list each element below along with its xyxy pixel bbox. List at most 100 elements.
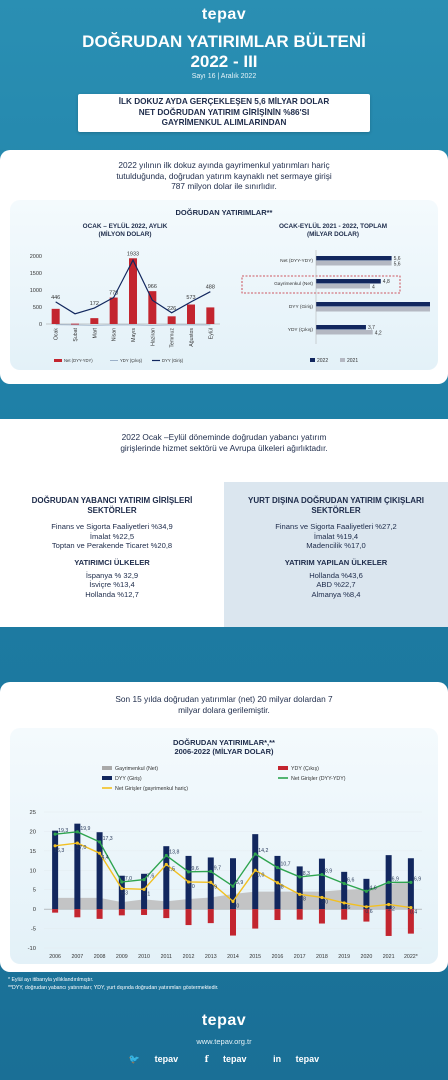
net-total-label: 9,7 [214, 865, 221, 871]
dyy-bar [341, 871, 348, 910]
net-excl-label: 6,9 [210, 884, 217, 890]
x-tick-label: 2020 [361, 954, 373, 960]
net-total-point [186, 870, 191, 874]
net-bar [90, 318, 99, 324]
section-2-intro: 2022 Ocak –Eylül döneminde doğrudan yaba… [0, 432, 448, 453]
x-tick-label: Mayıs [131, 328, 137, 342]
inflow-stats: DOĞRUDAN YABANCI YATIRIM GİRİŞLERİ SEKTÖ… [0, 496, 224, 600]
long-chart-title-line: 2006-2022 (MİLYAR DOLAR) [174, 747, 274, 756]
net-excl-label: 5,1 [143, 891, 150, 897]
headline-line-2: NET DOĞRUDAN YATIRIM GİRİŞİNİN %86'SI [138, 107, 310, 117]
data-label: 172 [90, 301, 99, 307]
ydy-bar [74, 909, 81, 918]
footnote-2: **DYY, doğrudan yabancı yatırımları; YDY… [8, 985, 219, 991]
net-total-point [164, 853, 168, 858]
section-1-panel: DOĞRUDAN YATIRIMLAR** OCAK – EYLÜL 2022,… [10, 200, 438, 370]
category-label: DYY (Giriş) [289, 304, 314, 310]
ydy-bar [252, 909, 259, 929]
net-total-label: 19,3 [58, 828, 68, 834]
dyy-bar [74, 823, 81, 910]
linkedin-link[interactable]: in tepav [267, 1054, 325, 1064]
value-2022: 3,7 [368, 325, 375, 331]
legend-gm-swatch [102, 766, 112, 770]
value-2021: 4 [372, 285, 375, 291]
net-excl-label: 10,0 [254, 872, 264, 878]
twitter-link[interactable]: 🐦 tepav [123, 1054, 184, 1064]
net-total-label: 10,7 [280, 862, 290, 868]
x-tick-label: Haziran [150, 328, 156, 346]
intro-line: 787 milyon dolar ile sınırlıdır. [171, 181, 277, 191]
ydy-bar [296, 909, 303, 920]
y-tick-label: 500 [33, 305, 42, 311]
outflow-sector: Finans ve Sigorta Faaliyetleri %27,2 [275, 522, 397, 531]
legend-2022-label: 2022 [317, 358, 328, 364]
net-excl-label: 5,3 [121, 891, 128, 897]
bar-2021 [316, 284, 370, 289]
ydy-bar [407, 909, 414, 934]
net-excl-point [320, 895, 324, 900]
ydy-bar [52, 909, 59, 913]
dyy-bar [141, 873, 148, 910]
x-tick-label: 2012 [183, 954, 195, 960]
total-chart: Net (DYY-YDY) 5,65,6 Gayrimenkul (Net) 4,8 4… [241, 250, 430, 364]
dyy-bar [163, 846, 170, 910]
investor-country: İsviçre %13,4 [89, 580, 135, 590]
ydy-bar [185, 909, 192, 926]
y-tick-label: -5 [31, 927, 36, 933]
net-excl-label: 0,4 [410, 910, 417, 916]
net-total-label: 5,9 [236, 880, 243, 886]
legend-dyy-swatch [102, 776, 112, 780]
facebook-handle: tepav [223, 1054, 247, 1064]
website-link[interactable]: www.tepav.org.tr [196, 1037, 252, 1046]
facebook-icon: f [204, 1055, 209, 1065]
net-bar [51, 308, 60, 324]
legend-nd-label: Net Girişler (DYY-YDY) [291, 776, 346, 782]
y-tick-label: 25 [30, 810, 36, 816]
monthly-chart-title-line: OCAK – EYLÜL 2022, AYLIK [82, 223, 168, 230]
net-excl-point [53, 844, 57, 848]
value-2022: 4,8 [383, 279, 390, 285]
net-total-point [120, 880, 124, 884]
dyy-bar [118, 875, 125, 910]
legend-ydy-label: YDY (Çıkış) [120, 358, 143, 363]
net-total-label: 8,9 [325, 869, 332, 875]
bar-2022 [316, 256, 392, 261]
legend-net-swatch [54, 359, 62, 362]
net-total-point [75, 830, 79, 834]
linkedin-handle: tepav [295, 1054, 320, 1064]
x-tick-label: 2014 [227, 954, 239, 960]
net-total-label: 19,9 [80, 826, 90, 832]
x-tick-label: 2011 [161, 954, 172, 960]
ydy-bar [118, 909, 125, 916]
net-total-label: 14,2 [258, 848, 268, 854]
value-2021: 4,2 [375, 331, 382, 337]
section-2-stats: DOĞRUDAN YABANCI YATIRIM GİRİŞLERİ SEKTÖ… [0, 482, 448, 627]
net-excl-label: 11,5 [165, 866, 175, 872]
inflow-heading-line: SEKTÖRLER [87, 506, 137, 515]
net-total-label: 6,9 [414, 876, 421, 882]
panel-title: DOĞRUDAN YATIRIMLAR** [175, 208, 273, 217]
title-line-2: 2022 - III [190, 52, 258, 71]
title-line-1: DOĞRUDAN YATIRIMLAR BÜLTENİ [82, 32, 366, 51]
facebook-link[interactable]: f tepav [199, 1054, 253, 1065]
net-bar [187, 304, 195, 324]
net-excl-point [75, 841, 79, 845]
data-label: 1933 [127, 251, 139, 257]
net-total-label: 13,8 [169, 850, 179, 856]
monthly-chart-title-line: (MİLYON DOLAR) [98, 231, 152, 238]
outflow-sector: Madencilik %17,0 [306, 541, 366, 551]
social-links: 🐦 tepav f tepav in tepav [0, 1054, 448, 1065]
monthly-chart: 0 500 1000 1500 2000 446 Ocak Şubat 172 Mart 778 Ni… [30, 251, 220, 363]
net-bar [167, 316, 176, 324]
net-total-point [298, 875, 302, 879]
legend-dyy-label: DYY (Giriş) [162, 358, 184, 363]
issue-info: Sayı 16 | Aralık 2022 [191, 73, 257, 80]
x-tick-label: 2016 [272, 954, 284, 960]
net-total-label: 8,3 [303, 871, 310, 877]
net-bar [148, 291, 157, 324]
section-3-intro: Son 15 yılda doğrudan yatırımlar (net) 2… [0, 694, 448, 715]
section-1-intro: 2022 yılının ilk dokuz ayında gayrimenku… [0, 160, 448, 192]
headline-line-1: İLK DOKUZ AYDA GERÇEKLEŞEN 5,6 MİLYAR DO… [118, 97, 330, 106]
page-title: DOĞRUDAN YATIRIMLAR BÜLTENİ 2022 - III [0, 32, 448, 72]
net-excl-point [142, 887, 146, 891]
